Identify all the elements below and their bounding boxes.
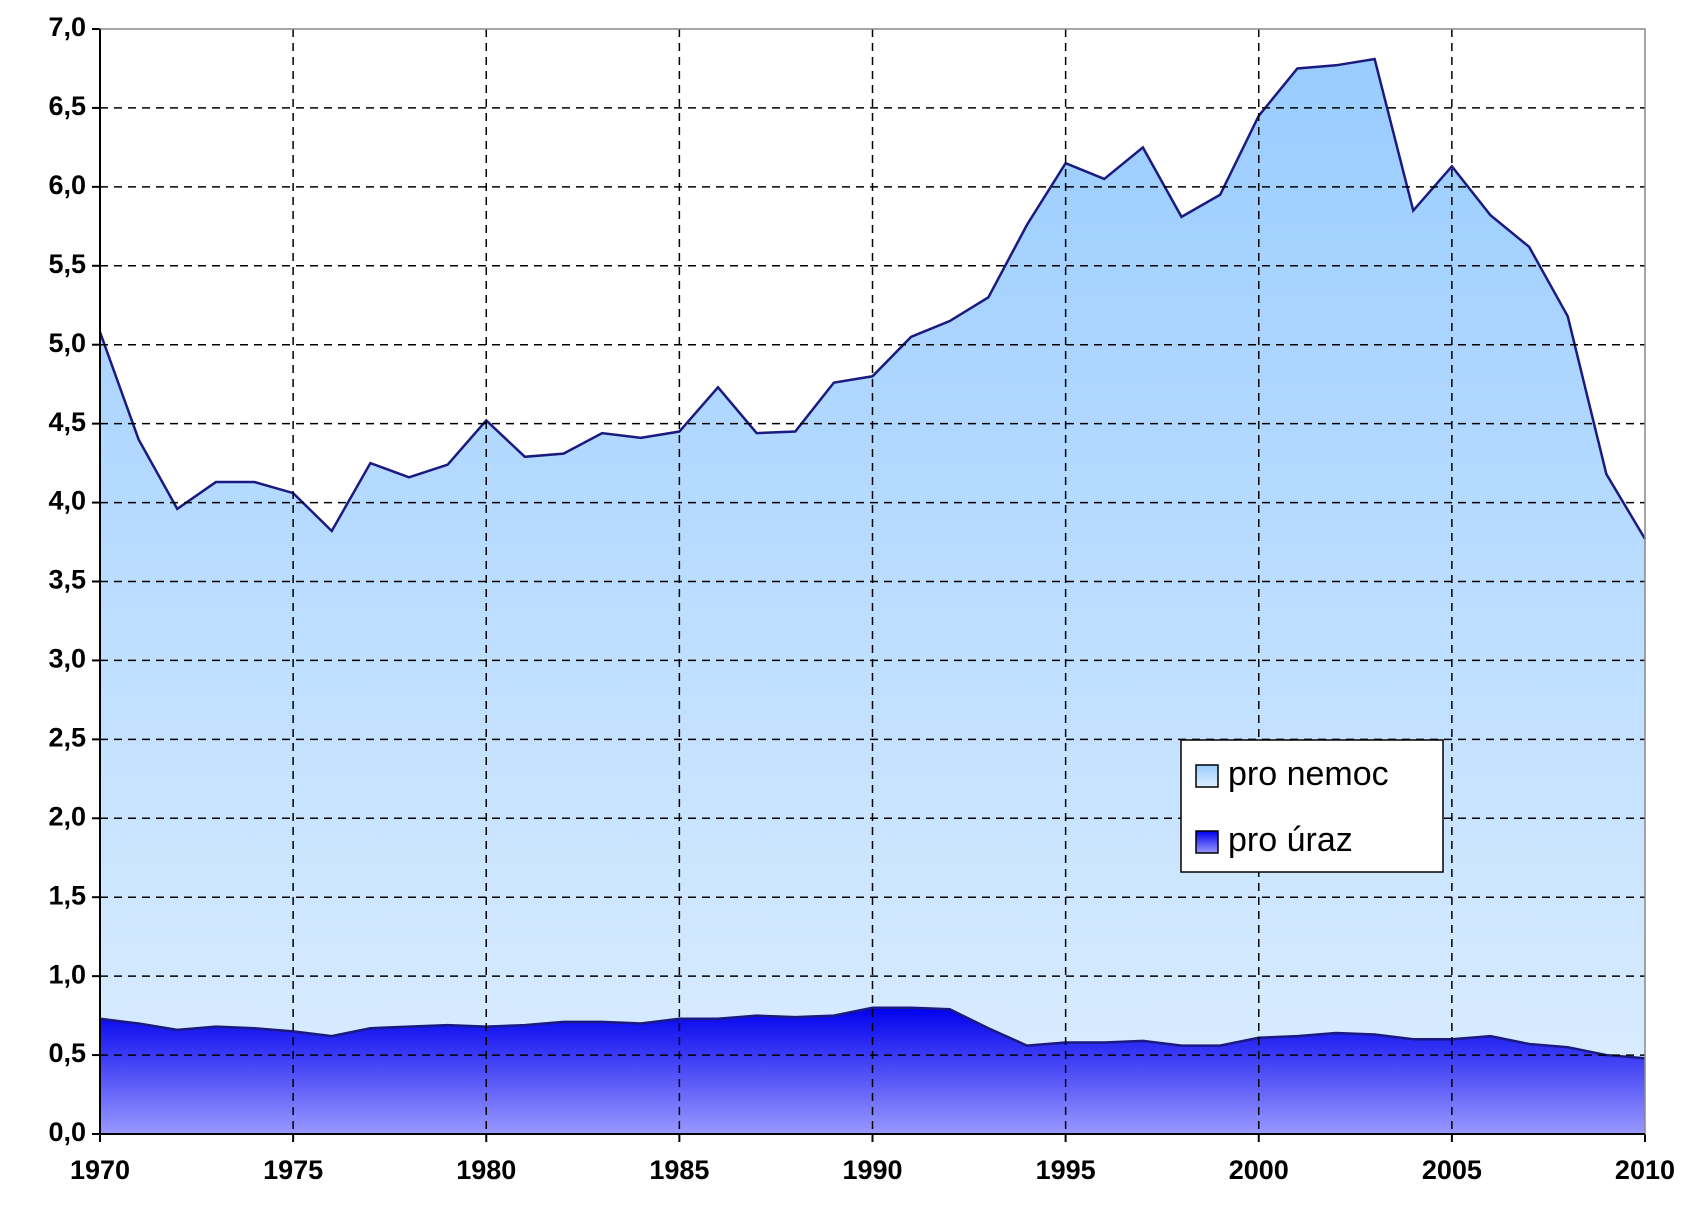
y-tick-label: 5,0	[48, 328, 86, 358]
y-tick-label: 6,5	[48, 91, 86, 121]
y-tick-label: 4,0	[48, 486, 86, 516]
y-tick-label: 3,5	[48, 565, 86, 595]
y-tick-label: 6,0	[48, 170, 86, 200]
y-tick-label: 1,5	[48, 880, 86, 910]
x-tick-label: 1970	[70, 1155, 130, 1185]
area-line	[98, 57, 1647, 540]
legend-swatch	[1195, 764, 1219, 788]
y-tick-label: 3,0	[48, 644, 86, 674]
y-tick-label: 4,5	[48, 407, 86, 437]
legend: pro nemoc pro úraz	[1180, 739, 1444, 873]
y-tick-label: 5,5	[48, 249, 86, 279]
legend-box	[1180, 739, 1444, 873]
x-tick-label: 1995	[1036, 1155, 1096, 1185]
x-tick-label: 1980	[456, 1155, 516, 1185]
y-tick-label: 0,5	[48, 1038, 86, 1068]
y-tick-label: 2,5	[48, 722, 86, 752]
legend-label: pro nemoc	[1228, 755, 1389, 793]
legend-label: pro úraz	[1228, 821, 1353, 859]
grid	[100, 29, 1645, 1134]
x-tick-label: 1985	[649, 1155, 709, 1185]
area-line	[99, 1006, 1646, 1060]
x-tick-label: 2010	[1615, 1155, 1675, 1185]
y-tick-label: 0,0	[48, 1117, 86, 1147]
x-tick-label: 1975	[263, 1155, 323, 1185]
y-tick-label: 2,0	[48, 801, 86, 831]
x-tick-label: 2005	[1422, 1155, 1482, 1185]
y-tick-label: 1,0	[48, 959, 86, 989]
x-tick-label: 2000	[1229, 1155, 1289, 1185]
x-tick-label: 1990	[842, 1155, 902, 1185]
legend-swatch	[1195, 830, 1219, 854]
y-tick-label: 7,0	[48, 12, 86, 42]
